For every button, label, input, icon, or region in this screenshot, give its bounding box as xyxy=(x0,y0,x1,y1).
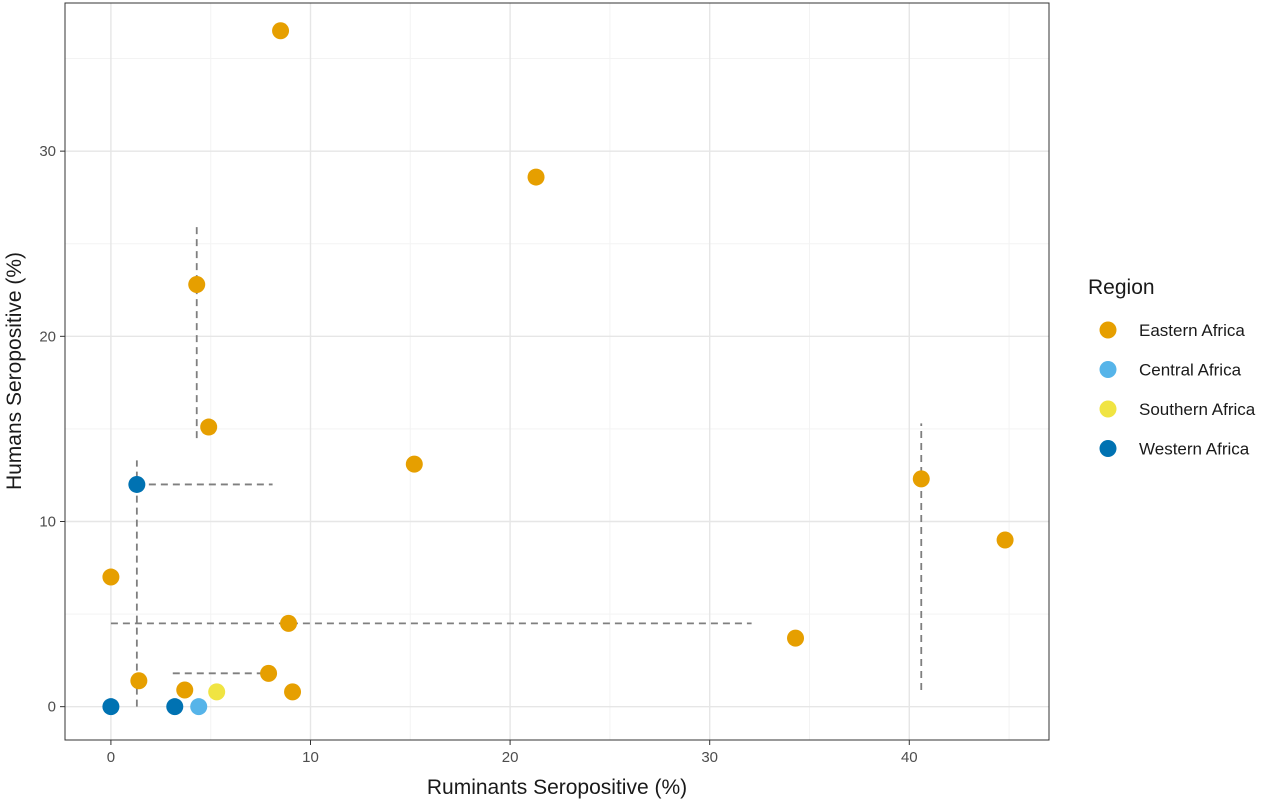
data-point xyxy=(527,168,545,186)
legend-label: Southern Africa xyxy=(1139,400,1256,419)
data-point xyxy=(176,681,194,699)
x-tick-label: 0 xyxy=(107,749,115,766)
data-point xyxy=(130,672,148,690)
data-point xyxy=(200,418,218,436)
y-tick-label: 0 xyxy=(48,699,56,716)
x-axis-ticks: 0 10 20 30 40 xyxy=(107,740,918,766)
data-point xyxy=(787,629,805,647)
data-point xyxy=(166,698,184,716)
data-point xyxy=(912,470,930,488)
y-tick-label: 30 xyxy=(39,143,56,160)
x-tick-label: 10 xyxy=(302,749,319,766)
x-tick-label: 30 xyxy=(701,749,718,766)
legend-label: Western Africa xyxy=(1139,440,1250,459)
plot-border xyxy=(64,2,1050,741)
data-point xyxy=(190,698,208,716)
data-point xyxy=(996,531,1014,549)
legend-title: Region xyxy=(1088,276,1155,299)
x-axis-title: Ruminants Seropositive (%) xyxy=(427,776,687,799)
y-axis-title: Humans Seropositive (%) xyxy=(3,252,26,490)
legend-key xyxy=(1099,361,1117,378)
legend-label: Eastern Africa xyxy=(1139,321,1245,340)
data-point xyxy=(102,568,120,586)
data-point xyxy=(405,455,423,473)
x-tick-label: 20 xyxy=(502,749,519,766)
data-point xyxy=(128,475,146,493)
data-point xyxy=(284,683,302,701)
grid-major xyxy=(65,3,1049,740)
legend-label: Central Africa xyxy=(1139,361,1242,380)
legend-key xyxy=(1099,321,1117,339)
data-points xyxy=(102,22,1014,716)
legend: Region Eastern Africa Central Africa South… xyxy=(1088,276,1256,459)
plot-background xyxy=(65,3,1049,740)
data-point xyxy=(102,698,120,716)
grid-minor xyxy=(65,3,1049,740)
dashed-reference-lines xyxy=(110,227,923,707)
y-tick-label: 10 xyxy=(39,513,56,530)
data-point xyxy=(188,275,206,293)
data-point xyxy=(208,683,226,701)
data-point xyxy=(280,614,298,632)
data-point xyxy=(260,664,278,682)
y-axis-ticks: 0 10 20 30 xyxy=(39,143,65,716)
legend-key xyxy=(1099,440,1117,457)
legend-key xyxy=(1099,400,1117,418)
data-point xyxy=(272,22,290,40)
y-tick-label: 20 xyxy=(39,328,56,345)
x-tick-label: 40 xyxy=(901,749,918,766)
